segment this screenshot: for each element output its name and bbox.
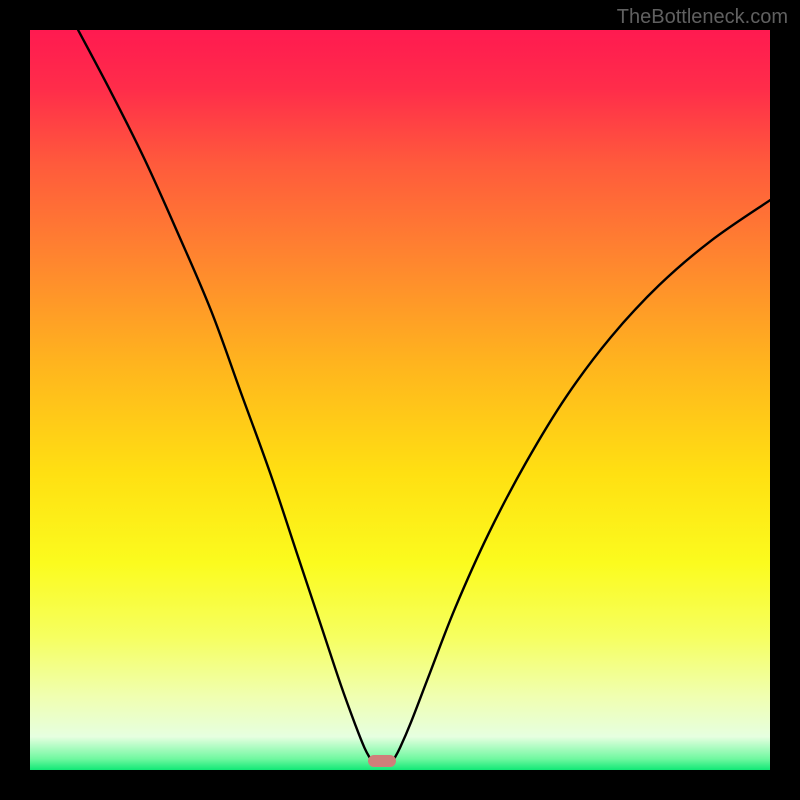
chart-plot-area: [30, 30, 770, 770]
curve-left: [78, 30, 370, 759]
watermark-text: TheBottleneck.com: [617, 6, 788, 29]
chart-curves: [30, 30, 770, 770]
curve-right: [394, 200, 770, 759]
bottleneck-marker: [368, 755, 396, 767]
